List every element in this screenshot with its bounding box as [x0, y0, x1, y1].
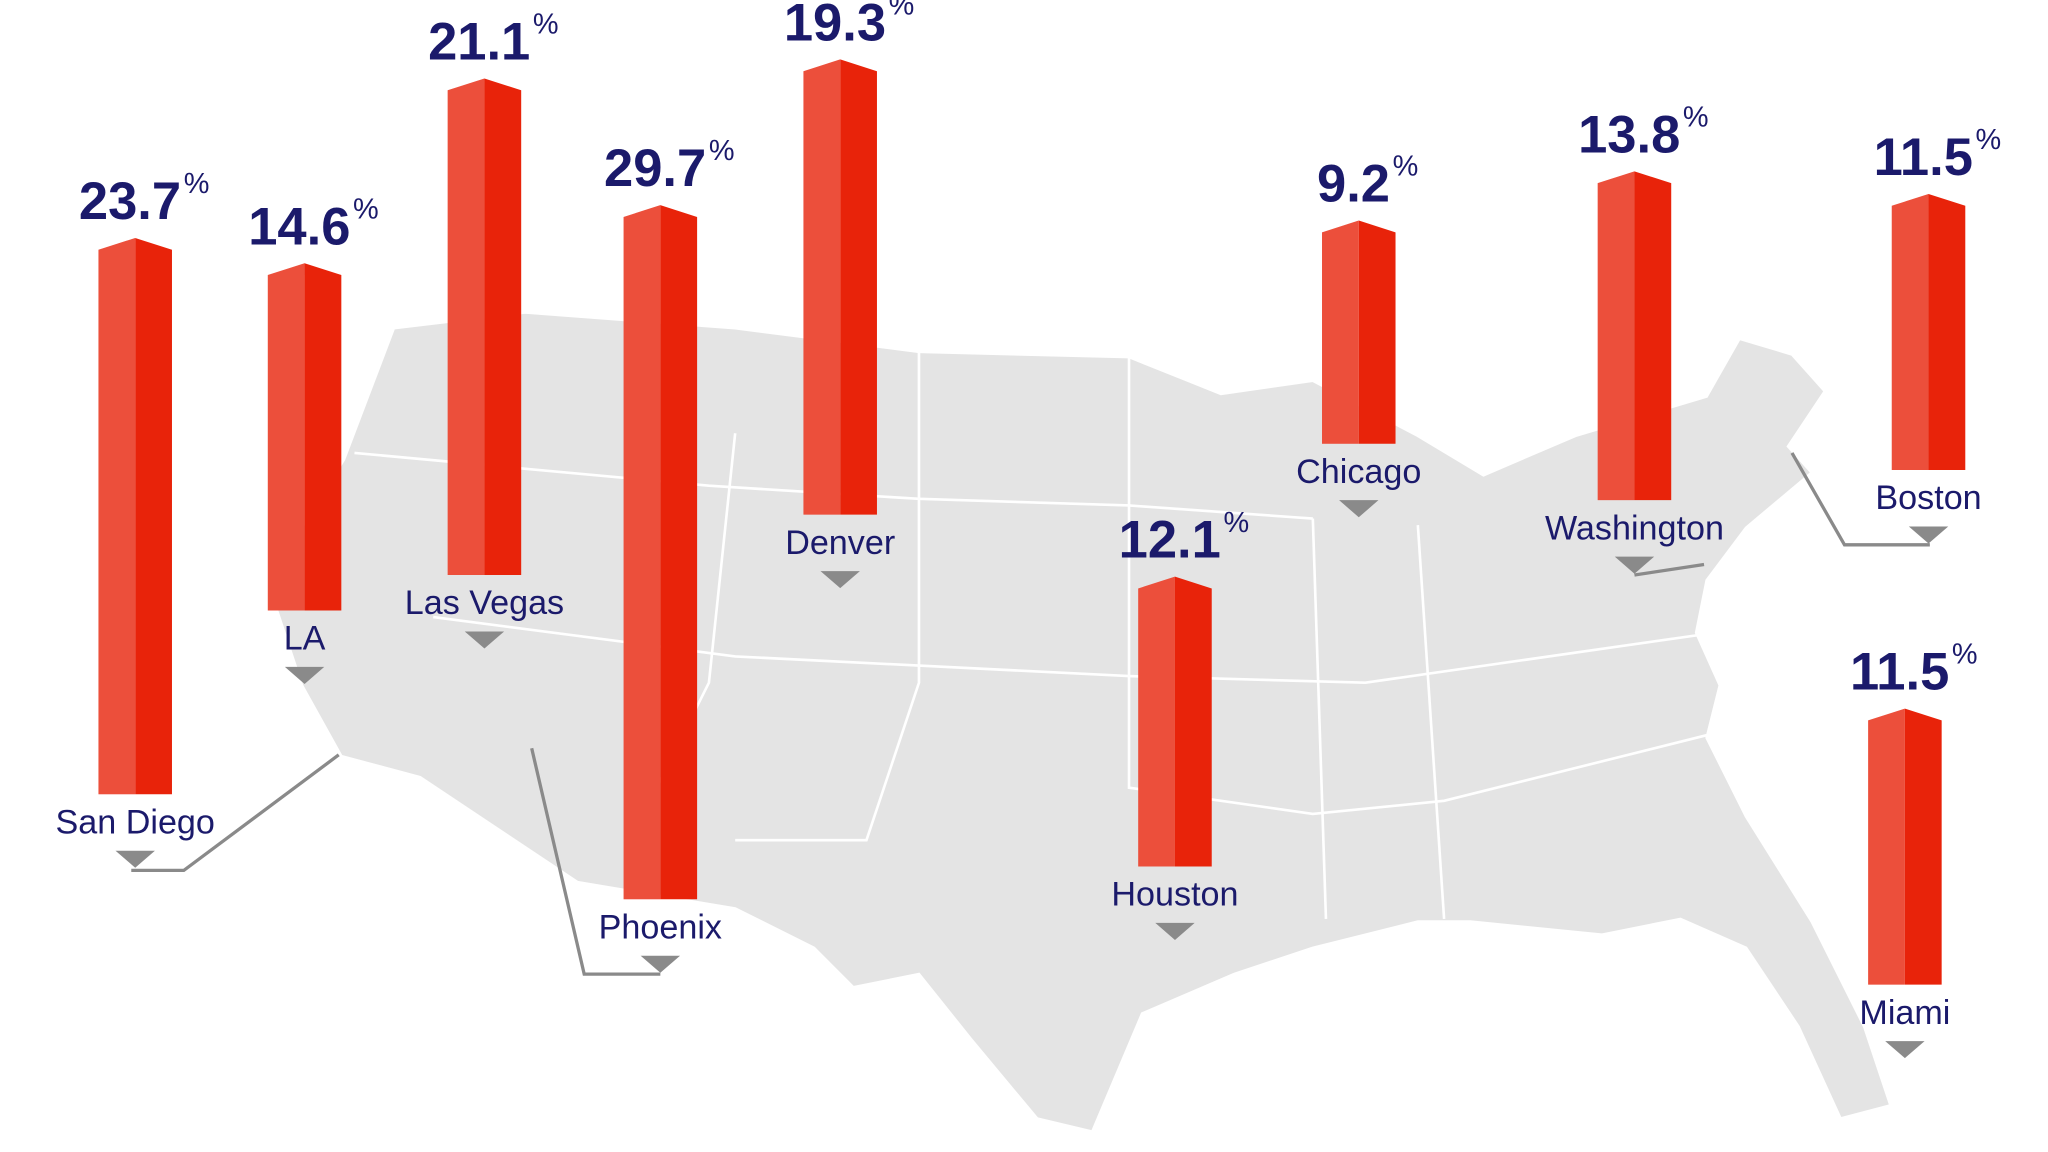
bar-right-face: [660, 205, 698, 900]
marker-arrow: [115, 850, 155, 868]
leader-line: [131, 753, 340, 873]
bar-left-shade: [1597, 171, 1635, 501]
city-label: Miami: [1859, 994, 1950, 1032]
bar: [98, 237, 172, 795]
bar-left-shade: [623, 205, 661, 900]
value-label: 9.2: [1317, 155, 1390, 214]
marker-arrow: [820, 571, 860, 589]
value-label: 19.3: [784, 0, 886, 52]
bar: [447, 78, 522, 576]
value-suffix: %: [889, 0, 915, 22]
bar-left-shade: [803, 59, 841, 515]
bar-left-face: [623, 205, 661, 900]
bar: [1322, 220, 1396, 444]
city-label: Washington: [1545, 509, 1724, 547]
marker-arrow: [284, 666, 325, 684]
bar: [1597, 171, 1672, 501]
value-suffix: %: [184, 168, 210, 200]
marker-arrow: [1155, 922, 1195, 940]
bar-left-face: [267, 263, 305, 611]
marker-arrow: [464, 631, 505, 649]
marker-arrow: [640, 955, 681, 973]
bar: [1868, 708, 1942, 985]
bar-left-face: [1868, 708, 1905, 985]
value-label: 14.6: [248, 197, 350, 256]
bar-right-face: [840, 59, 877, 515]
city-label: San Diego: [56, 803, 215, 841]
bar-right-face: [1904, 708, 1942, 985]
bar: [803, 59, 877, 515]
bar-left-shade: [1322, 220, 1359, 444]
bar-left-shade: [447, 78, 485, 576]
bar-left-shade: [267, 263, 305, 611]
bar-left-shade: [1138, 576, 1175, 867]
city-label: LA: [284, 620, 326, 658]
bar-right-face: [484, 78, 522, 576]
value-label: 12.1: [1119, 511, 1221, 570]
city-label: Chicago: [1296, 453, 1421, 491]
value-suffix: %: [1952, 639, 1978, 671]
value-suffix: %: [1683, 101, 1709, 133]
city-label: Las Vegas: [405, 584, 564, 622]
bar-right-face: [1358, 220, 1396, 444]
value-label: 29.7: [604, 139, 706, 198]
bar: [1891, 193, 1966, 470]
marker-arrow: [1614, 556, 1655, 574]
leader-lines: [131, 452, 1930, 976]
value-label: 13.8: [1578, 105, 1680, 164]
bar-left-face: [1597, 171, 1635, 501]
leader-line: [1634, 562, 1705, 577]
bar-right-face: [1174, 576, 1212, 867]
marker-arrow: [1885, 1041, 1925, 1059]
bar-left-shade: [1868, 708, 1905, 985]
city-label: Denver: [785, 524, 895, 562]
bar-left-face: [447, 78, 485, 576]
bar-right-face: [1634, 171, 1672, 501]
leader-line: [1790, 452, 1930, 547]
bar-left-shade: [1891, 193, 1929, 470]
marker-arrow: [1908, 526, 1949, 544]
value-suffix: %: [353, 193, 379, 225]
bar-right-face: [304, 263, 342, 611]
bar-left-face: [803, 59, 841, 515]
value-suffix: %: [1976, 124, 2002, 156]
value-suffix: %: [709, 135, 735, 167]
value-suffix: %: [533, 9, 559, 41]
value-suffix: %: [1393, 151, 1419, 183]
bar-left-face: [1322, 220, 1359, 444]
value-label: 11.5: [1874, 128, 1973, 187]
leader-line: [530, 747, 661, 976]
bar-left-face: [1138, 576, 1175, 867]
bar: [267, 263, 342, 611]
bar-right-face: [135, 237, 172, 795]
bar-left-face: [1891, 193, 1929, 470]
value-label: 21.1: [428, 12, 530, 71]
value-label: 23.7: [79, 172, 181, 231]
bar-right-face: [1928, 193, 1966, 470]
city-label: Phoenix: [599, 908, 722, 946]
bar-left-shade: [98, 237, 136, 795]
city-label: Boston: [1875, 479, 1981, 517]
value-suffix: %: [1223, 507, 1249, 539]
value-label: 11.5: [1850, 643, 1949, 702]
bar-left-face: [98, 237, 136, 795]
marker-arrow: [1339, 500, 1379, 518]
bar: [1138, 576, 1212, 867]
bar: [623, 205, 698, 900]
city-label: Houston: [1111, 876, 1238, 914]
